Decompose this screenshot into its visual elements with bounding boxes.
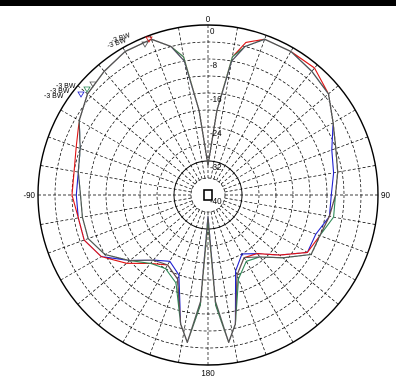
radial-tick-label: -16 (210, 95, 222, 104)
radial-tick-label: -40 (210, 197, 222, 206)
grid-spoke (216, 47, 294, 181)
grid-spoke (213, 35, 267, 180)
grid-spoke (223, 136, 368, 190)
grid-spoke (178, 27, 206, 179)
grid-spoke (40, 165, 192, 193)
grid-spoke (224, 197, 376, 225)
grid-ring (71, 58, 345, 332)
grid-spoke (122, 209, 200, 343)
grid-spoke (60, 109, 194, 187)
angle-label: 90 (381, 191, 390, 200)
bandwidth-label: -3 BW (56, 83, 76, 90)
grid-spoke (213, 210, 267, 355)
angle-label: -90 (23, 191, 35, 200)
grid-spoke (40, 197, 192, 225)
grid-spoke (77, 85, 196, 185)
series-group (71, 38, 339, 343)
bandwidth-label: -3 BW (106, 37, 127, 50)
grid-ring (190, 177, 226, 213)
bandwidth-marker (77, 91, 85, 98)
angle-label: 180 (201, 369, 215, 378)
bandwidth-marker (83, 86, 91, 93)
grid-ring (156, 143, 260, 247)
grid-spoke (149, 35, 203, 180)
top-black-bar (0, 0, 396, 6)
bandwidth-marker (141, 41, 149, 48)
grid-spoke (218, 64, 318, 183)
grid-spoke (98, 64, 198, 183)
radial-tick-label: -8 (210, 61, 218, 70)
grid-spoke (210, 27, 238, 179)
grid-spoke (220, 85, 339, 185)
grid-spoke (218, 207, 318, 326)
grid-spoke (224, 165, 376, 193)
grid-spoke (222, 203, 356, 281)
grid-spoke (77, 205, 196, 305)
polar-grid (37, 24, 379, 366)
grid-spoke (98, 207, 198, 326)
grid-spoke (48, 200, 193, 254)
bandwidth-label: -3 BW (50, 88, 70, 95)
center-marker (203, 189, 213, 201)
grid-ring (105, 92, 311, 298)
bandwidth-marker (145, 36, 153, 43)
grid-spoke (223, 200, 368, 254)
bandwidth-label: -3 BW (44, 93, 64, 100)
grid-spoke (60, 203, 194, 281)
grid-spoke (210, 211, 238, 363)
grid-spoke (216, 209, 294, 343)
radial-tick-label: 0 (210, 27, 215, 36)
radial-tick-label: -32 (210, 163, 222, 172)
grid-spoke (48, 136, 193, 190)
angle-label: 0 (206, 15, 211, 24)
series-line (77, 38, 339, 343)
grid-spoke (122, 47, 200, 181)
grid-spoke (178, 211, 206, 363)
radial-tick-label: -24 (210, 129, 222, 138)
bandwidth-marker (89, 81, 97, 88)
